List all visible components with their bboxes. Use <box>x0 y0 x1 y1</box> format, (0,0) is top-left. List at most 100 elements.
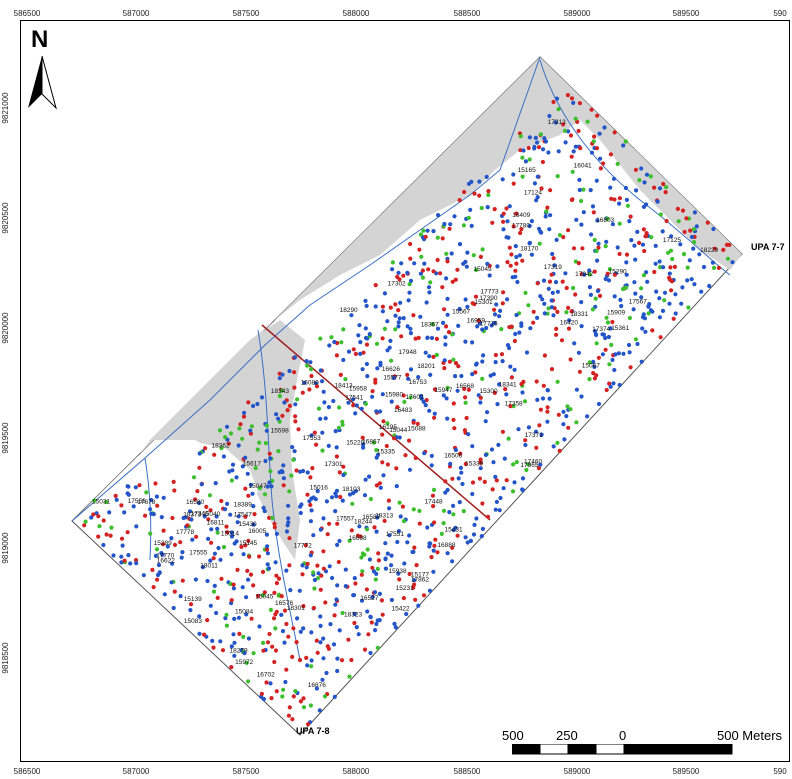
tree-point <box>126 553 131 558</box>
tree-point <box>308 367 314 372</box>
tree-point <box>327 343 332 348</box>
tree-point <box>483 452 488 457</box>
tree-point <box>389 553 394 558</box>
x-tick-label: 587500 <box>232 9 260 18</box>
tree-point <box>628 214 633 219</box>
tree-point <box>603 335 608 341</box>
tree-point <box>407 467 413 472</box>
tree-point <box>667 275 672 280</box>
tree-point <box>534 198 539 203</box>
tree-point <box>308 502 313 508</box>
tree-point <box>419 254 424 259</box>
tree-point <box>569 96 575 101</box>
x-tick-label: 586500 <box>13 767 41 776</box>
tree-point <box>523 438 528 443</box>
tree-point <box>283 679 288 685</box>
tree-point <box>420 275 425 280</box>
tree-point <box>587 272 592 277</box>
tree-point <box>579 198 584 204</box>
tree-point <box>366 632 371 637</box>
tree-point <box>312 430 317 435</box>
tree-point <box>501 227 506 232</box>
tree-point <box>607 381 612 386</box>
tree-point <box>523 159 529 164</box>
tree-point <box>390 267 395 272</box>
tree-point <box>377 591 382 597</box>
tree-point <box>249 424 254 429</box>
tree-point <box>540 297 545 302</box>
tree-point <box>149 497 154 503</box>
tree-point <box>309 664 314 669</box>
tree-point <box>450 545 455 550</box>
tree-point <box>216 545 221 551</box>
tree-point <box>364 587 369 592</box>
tree-id-label: 15909 <box>607 310 625 317</box>
tree-point <box>265 484 270 489</box>
tree-point <box>527 240 533 245</box>
tree-id-label: 18413 <box>335 383 353 390</box>
tree-point <box>527 135 533 140</box>
tree-point <box>247 554 252 559</box>
tree-point <box>539 432 544 437</box>
tree-point <box>642 248 647 254</box>
tree-point <box>563 140 568 145</box>
tree-point <box>253 466 258 471</box>
tree-point <box>639 166 644 171</box>
tree-point <box>473 294 479 299</box>
tree-point <box>243 514 248 519</box>
tree-point <box>566 425 571 430</box>
tree-point <box>224 623 229 628</box>
tree-point <box>625 203 631 208</box>
tree-point <box>689 234 695 240</box>
tree-point <box>604 387 609 393</box>
tree-point <box>246 493 251 498</box>
tree-point <box>498 495 503 501</box>
tree-point <box>218 639 223 644</box>
tree-id-label: 15145 <box>239 540 257 547</box>
tree-point <box>239 544 244 550</box>
tree-point <box>335 668 340 674</box>
tree-point <box>417 247 422 252</box>
tree-point <box>501 211 506 216</box>
tree-point <box>309 373 314 379</box>
tree-point <box>598 156 603 161</box>
tree-point <box>623 139 628 144</box>
tree-point <box>205 578 210 584</box>
tree-point <box>652 269 657 275</box>
tree-point <box>373 283 378 288</box>
tree-point <box>276 416 281 421</box>
tree-point <box>384 443 389 449</box>
tree-id-label: 16420 <box>560 320 578 327</box>
tree-point <box>611 176 617 181</box>
tree-point <box>578 146 583 151</box>
tree-point <box>637 178 642 183</box>
tree-point <box>641 204 647 209</box>
tree-point <box>214 610 219 616</box>
tree-point <box>462 428 467 433</box>
tree-point <box>420 268 425 273</box>
tree-point <box>273 626 278 631</box>
tree-point <box>242 651 247 656</box>
tree-point <box>568 133 574 138</box>
tree-point <box>364 303 369 308</box>
tree-point <box>274 531 279 537</box>
tree-point <box>571 246 577 251</box>
tree-point <box>193 497 198 502</box>
tree-point <box>375 645 380 650</box>
tree-point <box>441 393 446 398</box>
tree-point <box>363 477 368 482</box>
tree-point <box>185 523 190 528</box>
tree-point <box>89 515 94 520</box>
tree-point <box>279 388 284 393</box>
tree-point <box>245 471 250 476</box>
tree-point <box>451 527 456 533</box>
tree-point <box>519 381 524 387</box>
tree-point <box>561 235 566 240</box>
tree-id-label: 17313 <box>548 119 566 126</box>
tree-point <box>412 261 417 266</box>
tree-point <box>398 514 403 519</box>
tree-point <box>691 240 697 245</box>
tree-point <box>292 449 297 454</box>
tree-point <box>126 484 131 489</box>
